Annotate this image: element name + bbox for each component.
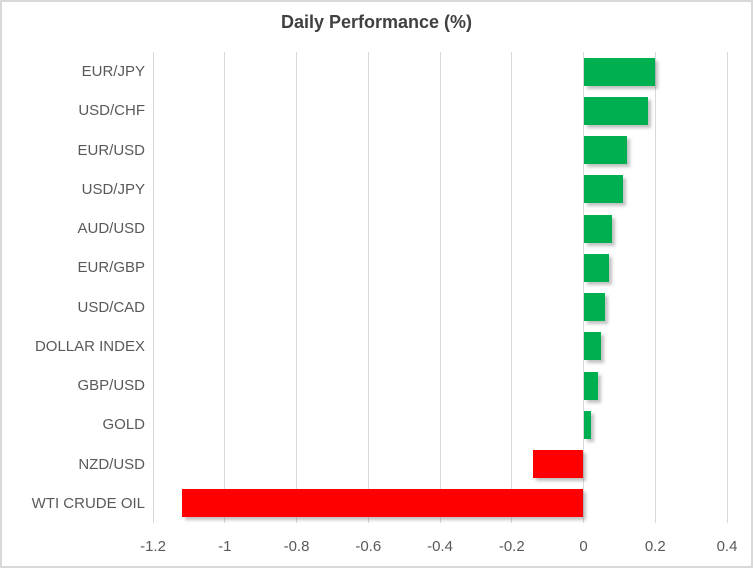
bar-dollar-index — [583, 332, 602, 361]
x-tick-label--0.4: -0.4 — [427, 538, 453, 555]
bar-gold — [583, 410, 591, 439]
bar-aud-usd — [583, 214, 613, 243]
bar-eur-jpy — [583, 57, 656, 86]
category-label-dollar-index: DOLLAR INDEX — [34, 337, 145, 355]
x-tick-label--1: -1 — [218, 538, 232, 555]
category-axis: EUR/JPY USD/CHF EUR/USD USD/JPY AUD/USD EUR/G… — [2, 52, 151, 523]
bar-eur-gbp — [583, 253, 609, 282]
x-tick-label-0.4: 0.4 — [716, 538, 738, 555]
category-label-eur-jpy: EUR/JPY — [81, 63, 145, 81]
category-label-wti-crude-oil: WTI CRUDE OIL — [31, 494, 145, 512]
plot-area — [152, 52, 728, 523]
category-label-usd-jpy: USD/JPY — [81, 180, 145, 198]
bar-wti-crude-oil — [181, 489, 584, 518]
bar-usd-chf — [583, 96, 649, 125]
category-label-eur-gbp: EUR/GBP — [77, 259, 145, 277]
category-label-gold: GOLD — [102, 416, 145, 434]
gridline--0.6 — [367, 52, 369, 523]
x-tick-label-0: 0 — [579, 538, 588, 555]
bar-usd-cad — [583, 293, 606, 322]
x-tick-label--1.2: -1.2 — [140, 538, 166, 555]
category-label-eur-usd: EUR/USD — [77, 141, 145, 159]
bar-nzd-usd — [533, 450, 584, 479]
category-label-nzd-usd: NZD/USD — [78, 455, 145, 473]
gridline-0 — [583, 52, 584, 523]
x-tick-label--0.8: -0.8 — [283, 538, 310, 555]
gridline-0.2 — [654, 52, 656, 523]
bar-gbp-usd — [583, 371, 598, 400]
chart-title: Daily Performance (%) — [280, 12, 473, 32]
category-label-gbp-usd: GBP/USD — [77, 377, 145, 395]
x-tick-label--0.2: -0.2 — [498, 538, 525, 555]
gridline-0.4 — [726, 52, 728, 523]
category-label-aud-usd: AUD/USD — [77, 220, 145, 238]
bar-usd-jpy — [583, 175, 623, 204]
category-label-usd-chf: USD/CHF — [78, 102, 145, 120]
bar-eur-usd — [583, 136, 627, 165]
x-tick-label-0.2: 0.2 — [644, 538, 666, 555]
x-tick-label--0.6: -0.6 — [355, 538, 382, 555]
gridline--1.2 — [152, 52, 154, 523]
gridline--1 — [224, 52, 226, 523]
value-axis: -1.2 -1 -0.8 -0.6 -0.4 -0.2 0 0.2 0.4 — [140, 537, 737, 557]
gridline--0.2 — [511, 52, 513, 523]
gridline--0.8 — [296, 52, 297, 523]
category-label-usd-cad: USD/CAD — [77, 298, 145, 316]
gridline--0.4 — [439, 52, 441, 523]
